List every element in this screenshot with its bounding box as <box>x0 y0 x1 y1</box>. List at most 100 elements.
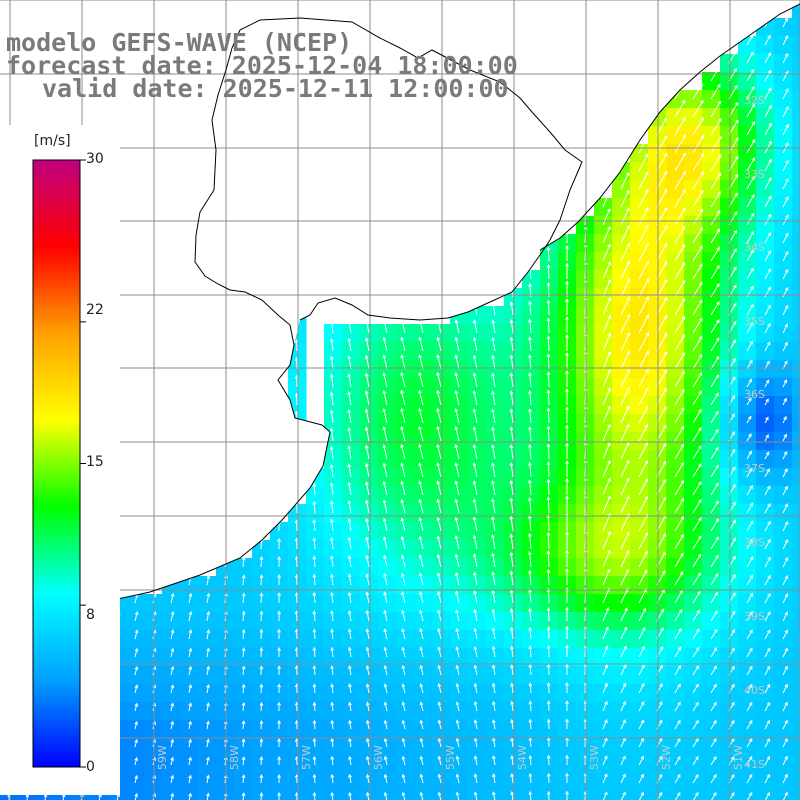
field-cell <box>468 504 487 523</box>
wind-arrow <box>565 262 569 280</box>
field-cell <box>702 504 721 523</box>
field-cell <box>162 666 181 685</box>
field-cell <box>342 432 361 451</box>
wind-arrow <box>419 683 424 694</box>
wind-arrow <box>510 754 514 766</box>
field-cell <box>324 702 343 721</box>
wind-arrow <box>565 772 569 783</box>
field-cell <box>432 396 451 415</box>
field-cell <box>540 252 559 271</box>
wind-arrow <box>347 373 352 388</box>
field-cell <box>612 792 631 800</box>
field-cell <box>270 630 289 649</box>
field-cell <box>774 774 793 793</box>
field-cell <box>666 702 685 721</box>
field-cell <box>360 396 379 415</box>
wind-arrow <box>134 756 138 766</box>
wind-arrow <box>674 170 686 190</box>
field-cell <box>702 702 721 721</box>
wind-arrow <box>710 355 720 370</box>
wind-arrow <box>400 462 406 478</box>
field-cell <box>252 612 271 631</box>
wind-arrow <box>330 683 335 694</box>
field-cell <box>756 594 775 613</box>
field-cell <box>144 720 163 739</box>
field-cell <box>378 360 397 379</box>
wind-arrow <box>312 500 317 514</box>
field-cell <box>198 666 217 685</box>
field-cell <box>468 684 487 703</box>
wind-arrow <box>692 372 703 388</box>
wind-arrow <box>782 232 789 244</box>
field-cell <box>306 594 325 613</box>
field-cell <box>504 306 523 325</box>
field-cell <box>324 684 343 703</box>
wind-arrow <box>674 407 685 424</box>
field-cell <box>684 90 703 109</box>
field-cell <box>540 630 559 649</box>
field-cell <box>666 720 685 739</box>
field-cell <box>216 576 235 595</box>
field-cell <box>774 36 793 55</box>
field-cell <box>702 288 721 307</box>
wind-arrow <box>674 497 685 514</box>
field-cell <box>702 378 721 397</box>
field-cell <box>468 342 487 361</box>
wind-arrow <box>277 683 281 694</box>
wind-arrow <box>277 719 281 730</box>
field-cell <box>360 594 379 613</box>
field-cell <box>378 414 397 433</box>
wind-arrow <box>656 206 668 226</box>
wind-arrow <box>638 701 645 712</box>
field-cell <box>684 738 703 757</box>
wind-arrow <box>764 213 772 226</box>
field-cell <box>666 378 685 397</box>
wind-arrow <box>782 629 788 640</box>
wind-arrow <box>710 392 719 406</box>
wind-arrow <box>436 480 442 496</box>
field-cell <box>378 468 397 487</box>
field-cell <box>378 522 397 541</box>
field-cell <box>468 540 487 559</box>
wind-arrow <box>473 682 478 694</box>
wind-arrow <box>620 719 626 730</box>
field-cell <box>720 162 739 181</box>
wind-arrow <box>347 554 352 568</box>
wind-arrow <box>565 606 569 622</box>
field-cell <box>360 486 379 505</box>
field-cell <box>594 522 613 541</box>
wind-arrow <box>312 646 317 658</box>
field-cell <box>720 648 739 667</box>
wind-arrow <box>710 446 719 460</box>
lat-label: 38S <box>744 536 765 549</box>
field-cell <box>756 702 775 721</box>
wind-arrow <box>602 568 611 586</box>
field-cell <box>486 738 505 757</box>
wind-arrow <box>656 117 667 136</box>
field-cell <box>684 630 703 649</box>
field-cell <box>738 450 757 469</box>
wind-arrow <box>455 646 460 658</box>
wind-arrow <box>764 503 771 514</box>
wind-arrow <box>455 719 460 730</box>
field-cell <box>306 522 325 541</box>
wind-arrow <box>401 609 406 622</box>
field-cell <box>756 180 775 199</box>
field-cell <box>360 450 379 469</box>
wind-arrow <box>710 610 718 622</box>
wind-arrow <box>312 610 317 622</box>
field-cell <box>756 576 775 595</box>
wind-arrow <box>620 607 628 622</box>
field-cell <box>684 522 703 541</box>
field-cell <box>216 630 235 649</box>
field-cell <box>702 648 721 667</box>
wind-arrow <box>620 207 630 226</box>
wind-arrow <box>348 719 352 730</box>
lat-label: 41S <box>744 758 765 771</box>
field-cell <box>666 504 685 523</box>
wind-arrow <box>764 416 769 424</box>
wind-arrow <box>565 644 569 657</box>
wind-arrow <box>491 408 496 424</box>
field-cell <box>306 666 325 685</box>
wind-arrow <box>454 516 460 532</box>
